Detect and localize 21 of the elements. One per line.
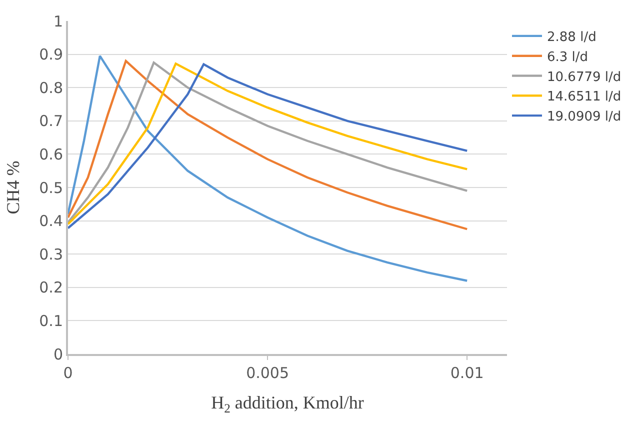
y-tick-label: 0 [53,345,63,364]
x-axis-title: H$_{2}$ addition, Kmol/hr [211,392,364,416]
y-tick-label: 0.4 [39,212,63,230]
y-tick-label: 0.8 [39,78,63,97]
legend-label: 6.3 l/d [547,50,588,65]
y-tick-label: 0.2 [39,278,63,297]
x-tick-label: 0.01 [450,364,484,382]
y-tick-label: 0.5 [39,178,63,197]
legend-label: 2.88 l/d [547,30,596,46]
line-series [68,54,468,282]
y-tick-label: 0.6 [39,145,63,164]
legend-label: 10.6779 l/d [547,70,622,85]
x-tick-label: 0.005 [246,364,290,382]
y-tick-label: 0.3 [39,245,63,264]
y-tick-label: 0.9 [39,46,63,64]
y-tick-label: 0.7 [39,112,63,130]
legend-label: 14.6511 l/d [547,90,622,105]
y-axis-title: CH4 % [2,160,23,214]
y-tick-label: 1 [53,12,63,30]
y-tick-label: 0.1 [39,312,63,330]
legend-label: 19.0909 l/d [547,110,622,125]
